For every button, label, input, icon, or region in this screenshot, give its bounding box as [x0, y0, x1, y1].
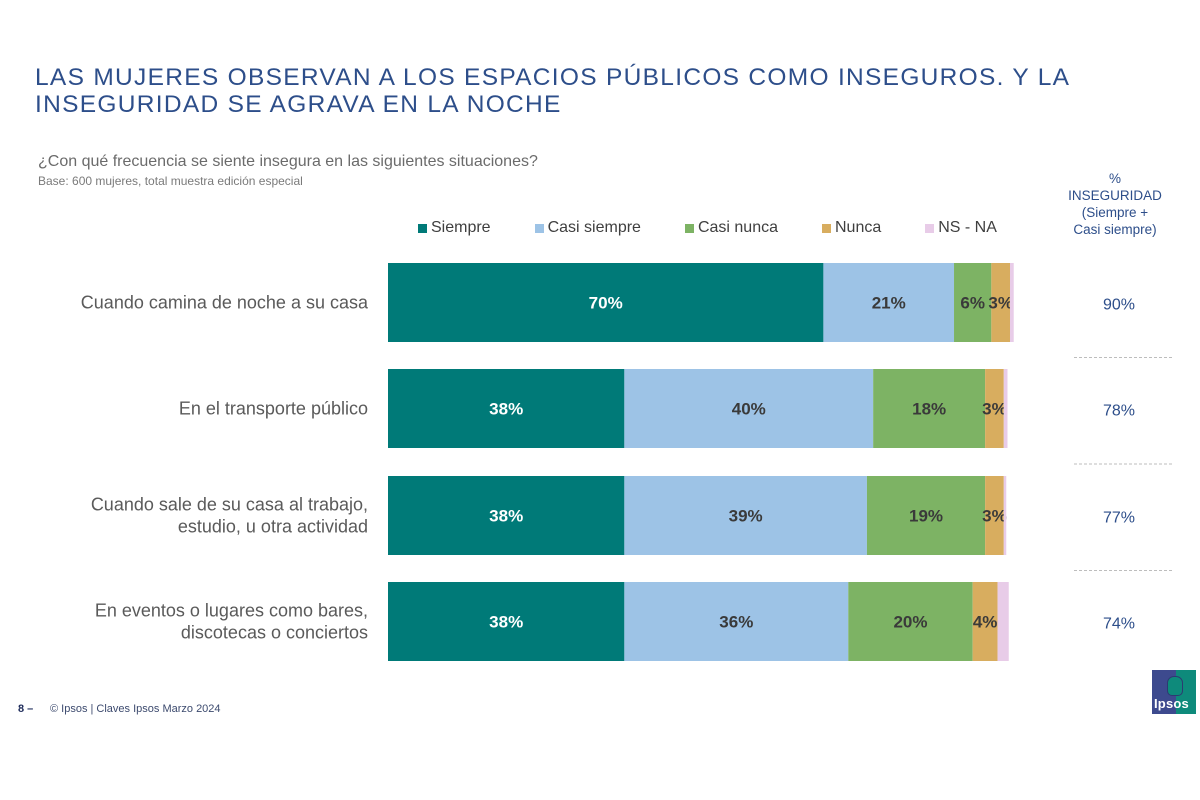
- page-title: LAS MUJERES OBSERVAN A LOS ESPACIOS PÚBL…: [35, 64, 1155, 118]
- page-number: 8 –: [18, 703, 34, 715]
- side-header-line-3: (Siempre +: [1081, 205, 1149, 220]
- footer-copyright: © Ipsos | Claves Ipsos Marzo 2024: [50, 703, 221, 715]
- data-label: 3%: [988, 294, 1013, 313]
- bar-segment-nunca: [985, 369, 1004, 448]
- category-label: estudio, u otra actividad: [178, 517, 368, 537]
- inseguridad-column-header: % INSEGURIDAD (Siempre + Casi siempre): [1060, 170, 1170, 238]
- bar-segment-casi-nunca: [954, 263, 992, 342]
- bar-segment-siempre: [388, 582, 625, 661]
- bar-segment-casi-siempre: [624, 476, 867, 555]
- bar-segment-ns-na: [997, 582, 1009, 661]
- bar-segment-nunca: [972, 582, 998, 661]
- inseguridad-value: 77%: [1103, 510, 1135, 527]
- data-label: 38%: [489, 613, 523, 632]
- data-label: 6%: [960, 294, 985, 313]
- category-label: discotecas o conciertos: [181, 623, 368, 643]
- category-label: Cuando sale de su casa al trabajo,: [91, 495, 368, 515]
- legend-item-ns-na: NS - NA: [925, 219, 997, 237]
- data-label: 3%: [982, 507, 1007, 526]
- legend-label: Nunca: [834, 219, 882, 236]
- bar-segment-nunca: [985, 476, 1004, 555]
- chart-question: ¿Con qué frecuencia se siente insegura e…: [38, 153, 538, 170]
- logo-head-icon: [1167, 676, 1183, 696]
- side-header-line-1: %: [1108, 171, 1121, 186]
- data-label: 3%: [982, 400, 1007, 419]
- category-label: En el transporte público: [179, 399, 368, 419]
- legend-swatch: [684, 223, 694, 233]
- bar-segment-ns-na: [1003, 476, 1007, 555]
- bar-segment-siempre: [388, 263, 824, 342]
- logo-text: Ipsos: [1154, 696, 1189, 711]
- ipsos-logo: Ipsos: [1152, 670, 1196, 714]
- legend-label: Casi siempre: [547, 219, 641, 236]
- legend-swatch: [418, 223, 427, 233]
- chart-legend: Siempre Casi siempre Casi nunca Nunca NS - N…: [418, 219, 997, 237]
- data-label: 36%: [719, 613, 753, 632]
- legend-swatch: [821, 223, 831, 233]
- inseguridad-value: 90%: [1103, 297, 1135, 314]
- legend-item-casi-nunca: Casi nunca: [684, 219, 778, 237]
- data-label: 18%: [912, 400, 946, 419]
- data-label: 20%: [893, 613, 927, 632]
- side-header-line-4: Casi siempre): [1073, 222, 1157, 237]
- data-label: 70%: [589, 294, 623, 313]
- legend-item-nunca: Nunca: [821, 219, 882, 237]
- data-label: 40%: [732, 400, 766, 419]
- bar-segment-casi-nunca: [866, 476, 986, 555]
- legend-item-siempre: Siempre: [418, 219, 491, 237]
- legend-swatch: [534, 223, 544, 233]
- category-label: Cuando camina de noche a su casa: [81, 293, 369, 313]
- data-label: 39%: [729, 507, 763, 526]
- title-line-1: LAS MUJERES OBSERVAN A LOS ESPACIOS PÚBL…: [35, 64, 1071, 91]
- bar-segment-siempre: [388, 476, 625, 555]
- bar-segment-casi-siempre: [823, 263, 955, 342]
- legend-swatch: [925, 223, 935, 233]
- bar-segment-casi-siempre: [624, 369, 874, 448]
- title-line-2: INSEGURIDAD SE AGRAVA EN LA NOCHE: [35, 91, 562, 118]
- sample-base-note: Base: 600 mujeres, total muestra edición…: [38, 174, 303, 188]
- side-header-line-2: INSEGURIDAD: [1068, 188, 1162, 203]
- bar-segment-nunca: [991, 263, 1010, 342]
- legend-item-casi-siempre: Casi siempre: [534, 219, 641, 237]
- data-label: 19%: [909, 507, 943, 526]
- bar-segment-ns-na: [1010, 263, 1014, 342]
- category-label: En eventos o lugares como bares,: [95, 601, 368, 621]
- bar-segment-casi-nunca: [873, 369, 986, 448]
- data-label: 21%: [872, 294, 906, 313]
- data-label: 38%: [489, 400, 523, 419]
- bar-segment-siempre: [388, 369, 625, 448]
- bar-segment-casi-nunca: [848, 582, 973, 661]
- legend-label: NS - NA: [938, 219, 997, 236]
- bar-segment-casi-siempre: [624, 582, 849, 661]
- data-label: 4%: [973, 613, 998, 632]
- inseguridad-value: 78%: [1103, 403, 1135, 420]
- legend-label: Siempre: [431, 219, 491, 236]
- inseguridad-value: 74%: [1103, 616, 1135, 633]
- data-label: 38%: [489, 507, 523, 526]
- bar-segment-ns-na: [1003, 369, 1008, 448]
- legend-label: Casi nunca: [697, 219, 778, 236]
